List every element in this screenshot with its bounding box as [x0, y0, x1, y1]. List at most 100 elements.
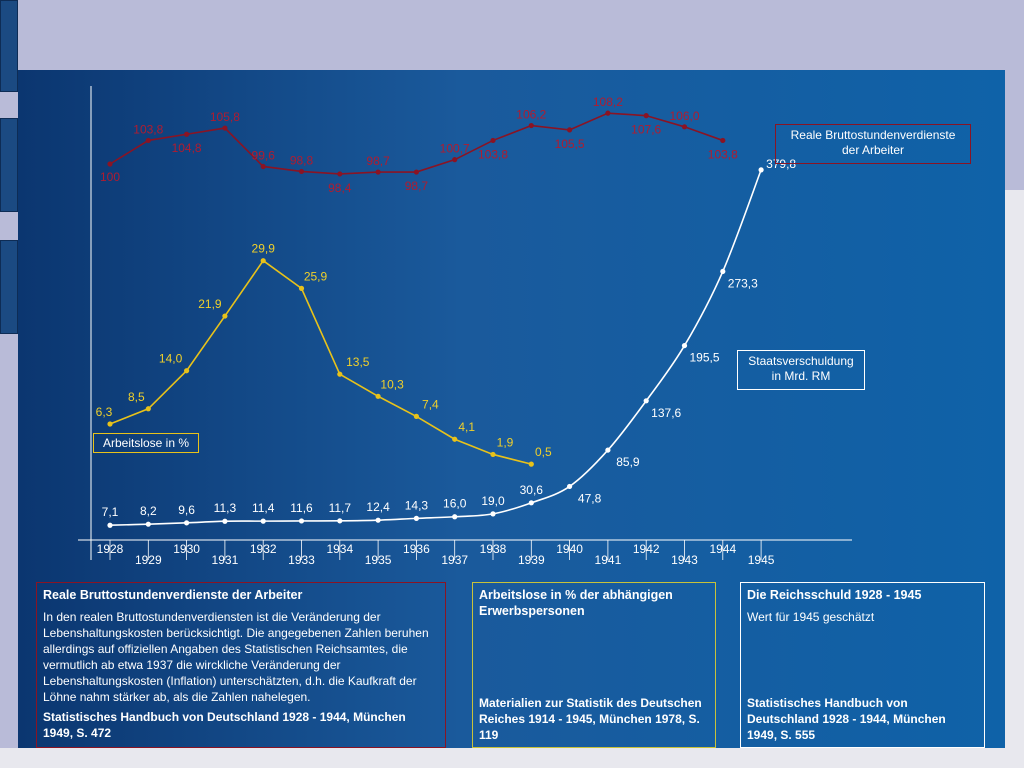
- data-point-2-1934: [337, 518, 343, 524]
- data-point-1-1931: [222, 313, 228, 319]
- data-label-0-1936: 98,7: [405, 179, 429, 193]
- data-label-1-1936: 7,4: [422, 397, 439, 411]
- data-label-2-1933: 11,6: [290, 501, 313, 515]
- data-point-0-1941: [605, 110, 611, 116]
- data-point-0-1942: [643, 113, 649, 119]
- data-label-2-1931: 11,3: [214, 501, 237, 515]
- data-point-0-1935: [375, 169, 381, 175]
- data-point-2-1944: [720, 268, 726, 275]
- data-label-2-1934: 11,7: [329, 501, 352, 515]
- data-point-2-1935: [375, 517, 381, 523]
- info-box-schuld-source: Statistisches Handbuch von Deutschland 1…: [747, 696, 946, 742]
- info-box-schuld: Die Reichsschuld 1928 - 1945 Wert für 19…: [740, 582, 985, 748]
- data-point-2-1938: [490, 511, 496, 517]
- info-box-schuld-body: Wert für 1945 geschätzt: [747, 610, 875, 624]
- data-label-1-1932: 29,9: [252, 242, 276, 256]
- data-point-0-1938: [490, 137, 496, 144]
- data-point-0-1928: [107, 161, 113, 167]
- data-label-2-1929: 8,2: [140, 504, 157, 518]
- x-tick-label-1937: 1937: [441, 553, 468, 567]
- data-point-0-1940: [567, 127, 573, 133]
- data-point-0-1930: [184, 131, 190, 137]
- data-point-1-1930: [184, 368, 190, 374]
- data-point-2-1941: [605, 447, 611, 453]
- data-point-0-1932: [260, 163, 266, 170]
- data-label-0-1932: 99,6: [252, 148, 276, 162]
- data-label-2-1928: 7,1: [102, 505, 119, 519]
- data-label-0-1939: 106,2: [516, 108, 546, 122]
- info-box-arbeitslose: Arbeitslose in % der abhängigen Erwerbsp…: [472, 582, 716, 748]
- x-tick-label-1945: 1945: [748, 553, 775, 567]
- data-point-0-1943: [681, 124, 688, 130]
- info-box-arbeitslose-title: Arbeitslose in % der abhängigen Erwerbsp…: [479, 588, 673, 618]
- data-label-2-1935: 12,4: [366, 500, 390, 514]
- info-box-schuld-title: Die Reichsschuld 1928 - 1945: [747, 588, 922, 602]
- data-label-0-1934: 98,4: [328, 181, 352, 195]
- data-label-1-1928: 6,3: [96, 405, 113, 419]
- x-tick-label-1944: 1944: [709, 542, 736, 556]
- data-point-1-1928: [107, 421, 113, 427]
- data-label-2-1930: 9,6: [178, 503, 195, 517]
- data-label-1-1929: 8,5: [128, 390, 145, 404]
- data-label-2-1940: 47,8: [578, 491, 602, 505]
- data-label-0-1944: 103,8: [708, 147, 738, 161]
- data-label-0-1931: 105,8: [210, 110, 240, 124]
- data-point-2-1932: [260, 518, 266, 524]
- info-box-verdienste-title: Reale Bruttostundenverdienste der Arbeit…: [43, 588, 303, 602]
- data-label-0-1937: 100,7: [440, 142, 470, 156]
- data-label-0-1940: 105,5: [555, 137, 585, 151]
- data-label-1-1935: 10,3: [380, 377, 404, 391]
- data-point-0-1936: [413, 169, 419, 175]
- data-point-2-1930: [184, 520, 190, 526]
- data-point-2-1942: [643, 398, 649, 404]
- data-point-1-1934: [337, 371, 343, 377]
- x-tick-label-1936: 1936: [403, 542, 430, 556]
- data-label-1-1931: 21,9: [198, 297, 222, 311]
- data-point-1-1929: [145, 406, 151, 412]
- data-label-0-1941: 108,2: [593, 95, 623, 109]
- series-line-1: [109, 259, 532, 465]
- x-tick-label-1931: 1931: [212, 553, 239, 567]
- data-label-0-1938: 103,8: [478, 147, 508, 161]
- data-point-1-1938: [490, 451, 496, 458]
- data-point-0-1939: [528, 122, 534, 129]
- data-label-0-1930: 104,8: [172, 141, 202, 155]
- info-box-verdienste-source: Statistisches Handbuch von Deutschland 1…: [43, 710, 406, 740]
- data-label-2-1943: 195,5: [689, 351, 719, 365]
- top-band: [0, 0, 1024, 70]
- data-point-0-1929: [145, 137, 151, 144]
- legend-verdienste: Reale Bruttostundenverdienste der Arbeit…: [775, 124, 971, 164]
- data-point-1-1939: [528, 461, 534, 467]
- left-tab-2: [0, 118, 18, 212]
- data-point-0-1933: [298, 168, 305, 175]
- data-label-2-1944: 273,3: [728, 276, 758, 290]
- data-label-0-1928: 100: [100, 170, 120, 184]
- data-label-0-1942: 107,6: [631, 123, 661, 137]
- data-point-2-1945: [758, 167, 764, 173]
- data-label-2-1932: 11,4: [252, 501, 275, 515]
- x-tick-label-1934: 1934: [326, 542, 353, 556]
- data-point-1-1937: [452, 436, 458, 442]
- data-label-2-1939: 30,6: [520, 483, 544, 497]
- legend-schuld: Staatsverschuldung in Mrd. RM: [737, 350, 865, 390]
- x-tick-label-1943: 1943: [671, 553, 698, 567]
- data-label-1-1937: 4,1: [458, 420, 475, 434]
- data-label-2-1941: 85,9: [616, 455, 640, 469]
- legend-arbeitslose: Arbeitslose in %: [93, 433, 199, 453]
- data-point-2-1940: [567, 483, 573, 490]
- data-label-1-1930: 14,0: [159, 352, 183, 366]
- data-point-0-1934: [337, 171, 343, 177]
- x-tick-label-1938: 1938: [480, 542, 507, 556]
- data-point-0-1931: [222, 125, 228, 131]
- info-box-arbeitslose-source: Materialien zur Statistik des Deutschen …: [479, 696, 702, 742]
- data-label-0-1929: 103,8: [133, 122, 163, 136]
- x-tick-label-1930: 1930: [173, 542, 200, 556]
- x-tick-label-1942: 1942: [633, 542, 660, 556]
- data-label-1-1938: 1,9: [497, 435, 514, 449]
- data-label-2-1942: 137,6: [651, 406, 681, 420]
- data-label-0-1935: 98,7: [366, 154, 390, 168]
- data-point-1-1936: [413, 413, 419, 419]
- data-point-1-1933: [298, 285, 305, 291]
- data-point-0-1944: [720, 137, 726, 144]
- x-tick-label-1939: 1939: [518, 553, 545, 567]
